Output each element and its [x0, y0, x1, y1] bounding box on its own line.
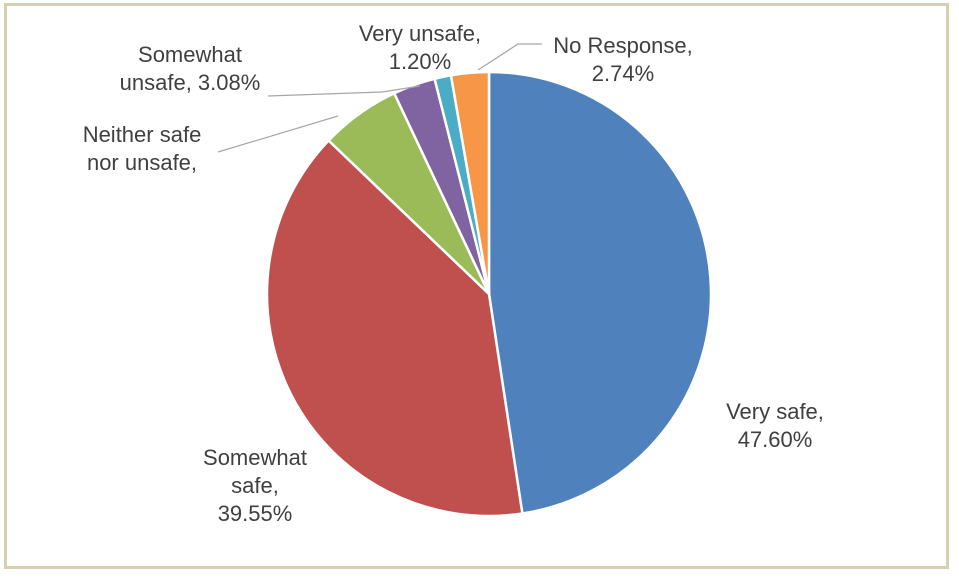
label-somewhat-unsafe-line1: Somewhat: [138, 42, 242, 67]
leader-line-neither: [217, 115, 339, 153]
label-no-response: No Response, 2.74%: [538, 32, 708, 88]
label-somewhat-safe: Somewhat safe, 39.55%: [180, 444, 330, 528]
label-neither-line2: nor unsafe,: [86, 150, 198, 175]
label-somewhat-safe-line3: 39.55%: [217, 501, 293, 526]
label-neither-line1: Neither safe: [82, 122, 202, 147]
label-somewhat-unsafe-line2: unsafe, 3.08%: [119, 70, 261, 95]
label-very-unsafe-line1: Very unsafe,: [358, 21, 482, 46]
leader-line-somewhat-unsafe: [267, 85, 421, 97]
label-very-unsafe-line2: 1.20%: [388, 49, 452, 74]
label-somewhat-safe-line1: Somewhat: [203, 445, 307, 470]
label-somewhat-unsafe: Somewhat unsafe, 3.08%: [110, 41, 270, 97]
label-neither: Neither safe nor unsafe,: [62, 121, 222, 177]
label-very-safe-line1: Very safe,: [726, 399, 824, 424]
label-somewhat-safe-line2: safe,: [231, 473, 279, 498]
pie-slices: [265, 70, 713, 518]
slice-very-safe: [487, 70, 713, 515]
label-very-unsafe: Very unsafe, 1.20%: [340, 20, 500, 76]
slice-somewhat-safe: [265, 139, 524, 518]
label-very-safe: Very safe, 47.60%: [710, 398, 840, 454]
label-very-safe-line2: 47.60%: [737, 427, 813, 452]
leader-lines: [217, 43, 542, 153]
leader-line-no-response: [477, 43, 542, 71]
slice-no-response: [449, 70, 491, 296]
label-no-response-line2: 2.74%: [591, 61, 655, 86]
label-no-response-line1: No Response,: [553, 33, 693, 58]
